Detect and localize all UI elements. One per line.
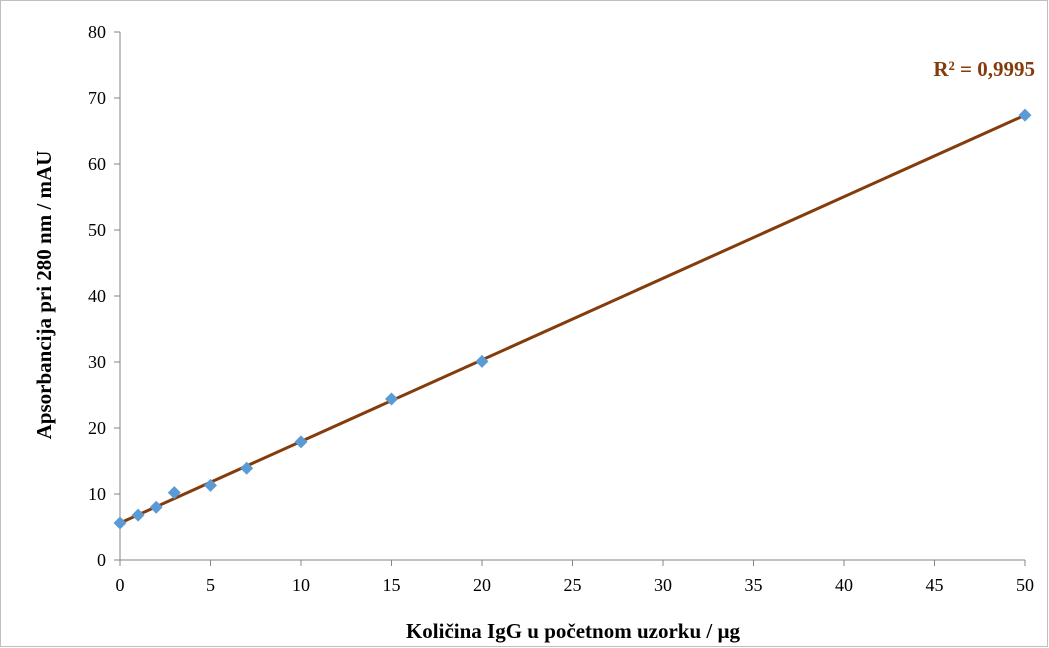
x-tick-label: 40 — [835, 575, 853, 595]
x-tick-label: 0 — [116, 575, 125, 595]
x-tick-label: 50 — [1016, 575, 1034, 595]
r-squared-label: R² = 0,9995 — [933, 57, 1035, 81]
trendline — [118, 113, 1027, 525]
y-tick-label: 10 — [88, 484, 106, 504]
x-tick-label: 20 — [473, 575, 491, 595]
x-tick-label: 30 — [654, 575, 672, 595]
x-tick-label: 10 — [292, 575, 310, 595]
y-tick-label: 0 — [97, 550, 106, 570]
data-point — [385, 392, 398, 406]
x-tick-label: 15 — [383, 575, 401, 595]
trendline-layer — [118, 113, 1027, 525]
data-point — [240, 461, 254, 475]
y-tick-label: 20 — [88, 418, 106, 438]
x-tick-label: 45 — [926, 575, 944, 595]
data-point — [475, 354, 489, 368]
data-point — [294, 435, 308, 449]
x-tick-label: 5 — [206, 575, 215, 595]
y-axis-title: Apsorbancija pri 280 nm / mAU — [32, 151, 56, 440]
data-point — [1018, 108, 1032, 122]
data-point — [131, 508, 145, 522]
data-point — [167, 486, 181, 500]
tick-labels: 0 10 20 30 40 50 60 70 80 0 5 10 15 20 25 30 35 40 45 50 — [88, 22, 1034, 595]
y-tick-label: 70 — [88, 88, 106, 108]
y-tick-label: 50 — [88, 220, 106, 240]
x-axis-title: Količina IgG u početnom uzorku / µg — [406, 619, 741, 643]
y-tick-label: 60 — [88, 154, 106, 174]
data-point — [204, 478, 217, 492]
y-tick-label: 30 — [88, 352, 106, 372]
y-tick-label: 40 — [88, 286, 106, 306]
axes — [114, 31, 1026, 566]
data-point — [113, 516, 127, 530]
x-tick-label: 25 — [564, 575, 582, 595]
data-point — [149, 500, 163, 514]
data-points — [113, 108, 1032, 530]
y-tick-label: 80 — [88, 22, 106, 42]
x-tick-label: 35 — [745, 575, 763, 595]
